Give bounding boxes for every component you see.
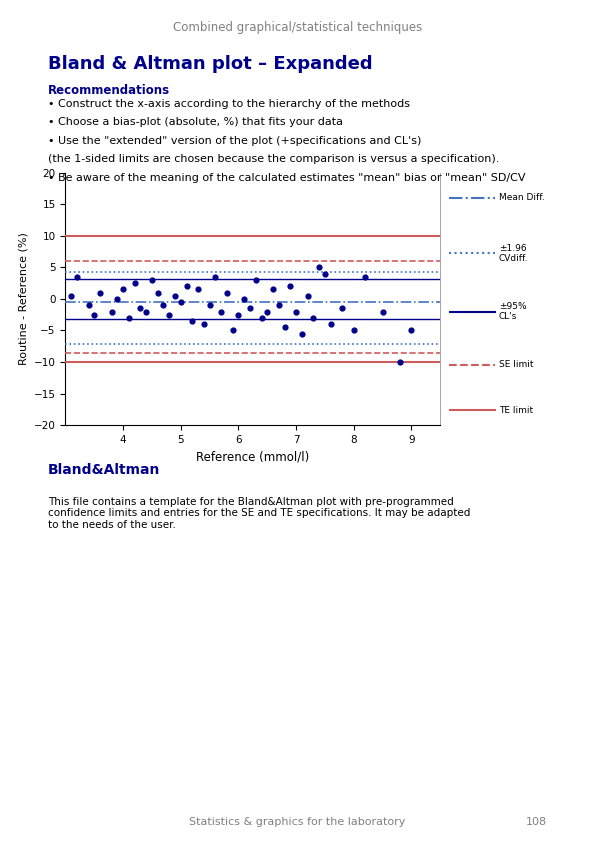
Text: (the 1-sided limits are chosen because the comparison is versus a specification): (the 1-sided limits are chosen because t…	[48, 154, 499, 164]
Point	[176, 296, 186, 309]
Text: • Choose a bias-plot (absolute, %) that fits your data: • Choose a bias-plot (absolute, %) that …	[48, 117, 343, 127]
Text: Mean Diff.: Mean Diff.	[499, 194, 544, 202]
Point	[118, 283, 128, 296]
Point	[268, 283, 278, 296]
Point	[378, 305, 387, 318]
Point	[297, 327, 306, 340]
Point	[95, 285, 105, 299]
Text: Bland & Altman plot – Expanded: Bland & Altman plot – Expanded	[48, 55, 372, 72]
Text: Recommendations: Recommendations	[48, 84, 170, 97]
Point	[130, 276, 139, 290]
Point	[112, 292, 122, 306]
Point	[239, 292, 249, 306]
X-axis label: Reference (mmol/l): Reference (mmol/l)	[196, 450, 309, 463]
Point	[395, 355, 405, 369]
Point	[142, 305, 151, 318]
Point	[292, 305, 301, 318]
Point	[107, 305, 117, 318]
Text: 108: 108	[526, 817, 547, 827]
Point	[280, 321, 289, 334]
Point	[262, 305, 272, 318]
Point	[245, 301, 255, 315]
Point	[286, 280, 295, 293]
Text: ±95%
CL's: ±95% CL's	[499, 301, 527, 322]
Text: • Use the "extended" version of the plot (+specifications and CL's): • Use the "extended" version of the plot…	[48, 136, 421, 146]
Point	[153, 285, 162, 299]
Point	[407, 323, 416, 337]
Point	[234, 308, 243, 322]
Point	[349, 323, 359, 337]
Point	[222, 285, 231, 299]
Point	[72, 270, 82, 284]
Point	[309, 311, 318, 324]
Point	[159, 299, 168, 312]
Point	[257, 311, 267, 324]
Point	[193, 283, 203, 296]
Text: ±1.96
CVdiff.: ±1.96 CVdiff.	[499, 243, 528, 264]
Point	[89, 308, 99, 322]
Point	[274, 299, 284, 312]
Point	[320, 267, 330, 280]
Point	[211, 270, 220, 284]
Point	[67, 289, 76, 302]
Point	[337, 301, 347, 315]
Point	[170, 289, 180, 302]
Point	[326, 317, 336, 331]
Y-axis label: Routine - Reference (%): Routine - Reference (%)	[18, 232, 28, 365]
Point	[187, 314, 197, 328]
Point	[199, 317, 209, 331]
Point	[124, 311, 134, 324]
Text: TE limit: TE limit	[499, 406, 533, 414]
Point	[164, 308, 174, 322]
Text: • Construct the x-axis according to the hierarchy of the methods: • Construct the x-axis according to the …	[48, 99, 409, 109]
Point	[136, 301, 145, 315]
Point	[182, 280, 192, 293]
Text: Bland&Altman: Bland&Altman	[48, 463, 160, 477]
Point	[314, 260, 324, 274]
Point	[147, 273, 156, 286]
Point	[205, 299, 214, 312]
Point	[228, 323, 237, 337]
Text: • Be aware of the meaning of the calculated estimates "mean" bias or "mean" SD/C: • Be aware of the meaning of the calcula…	[48, 173, 525, 183]
Point	[84, 299, 93, 312]
Point	[217, 305, 226, 318]
Point	[303, 289, 312, 302]
Text: Combined graphical/statistical techniques: Combined graphical/statistical technique…	[173, 21, 422, 34]
Point	[361, 270, 370, 284]
Text: Statistics & graphics for the laboratory: Statistics & graphics for the laboratory	[189, 817, 406, 827]
Point	[251, 273, 261, 286]
Text: SE limit: SE limit	[499, 360, 534, 369]
Text: This file contains a template for the Bland&Altman plot with pre-programmed
conf: This file contains a template for the Bl…	[48, 497, 470, 530]
